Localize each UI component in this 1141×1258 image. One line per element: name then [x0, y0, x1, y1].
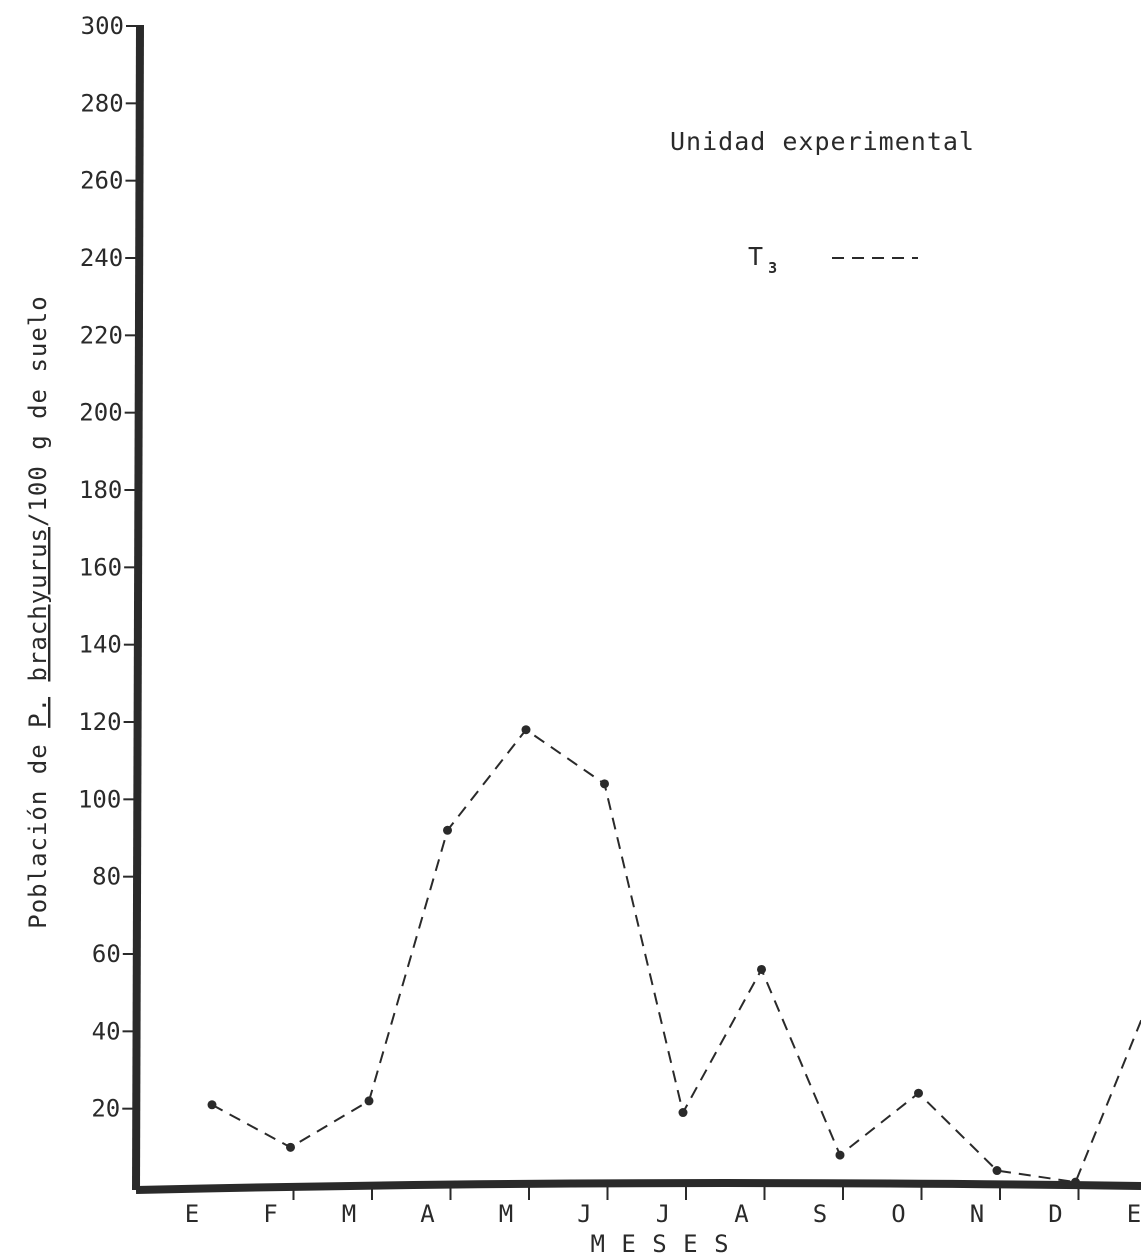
x-tick-label: S — [813, 1200, 827, 1228]
data-point — [1071, 1177, 1080, 1187]
y-tick-label: 40 — [92, 1017, 121, 1045]
y-tick-label: 220 — [80, 321, 123, 349]
y-tick-label: 60 — [92, 940, 121, 968]
legend-title: Unidad experimental — [670, 127, 975, 156]
data-point — [443, 825, 452, 835]
y-tick-label: 200 — [79, 399, 122, 427]
data-point — [914, 1088, 923, 1098]
y-axis-line — [132, 24, 144, 1191]
x-tick-label: M — [342, 1200, 356, 1228]
data-point — [207, 1100, 217, 1110]
y-tick-label: 140 — [79, 631, 122, 659]
y-tick-label: 260 — [80, 167, 123, 195]
y-tick-label: 240 — [80, 244, 123, 272]
data-point — [992, 1166, 1002, 1176]
x-tick-label: J — [656, 1200, 670, 1228]
data-point — [600, 779, 609, 789]
x-axis-line — [135, 1179, 1141, 1194]
x-tick-label: E — [185, 1200, 199, 1228]
x-tick-label: M — [499, 1200, 513, 1228]
y-tick-label: 100 — [78, 785, 121, 813]
data-point — [286, 1142, 295, 1152]
data-point — [757, 964, 766, 974]
y-axis-title: Población de P. brachyurus/100 g de suel… — [24, 295, 52, 928]
x-tick-label: O — [891, 1200, 905, 1228]
y-tick-label: 120 — [78, 708, 121, 736]
y-tick-label: 280 — [80, 89, 123, 117]
x-tick-label: A — [420, 1200, 435, 1228]
x-tick-label: D — [1048, 1200, 1062, 1228]
x-tick-label: J — [577, 1200, 591, 1228]
y-tick-label: 20 — [91, 1095, 120, 1123]
data-point — [835, 1150, 845, 1160]
y-tick-label: 80 — [92, 863, 121, 891]
x-tick-label: N — [970, 1200, 984, 1228]
data-point — [678, 1108, 688, 1118]
data-point — [521, 725, 531, 735]
data-point — [364, 1096, 374, 1106]
x-tick-label: F — [263, 1200, 277, 1228]
x-tick-label: A — [734, 1200, 749, 1228]
y-tick-label: 300 — [81, 12, 124, 40]
x-axis-title: M E S E S — [590, 1230, 729, 1258]
y-tick-label: 160 — [79, 553, 122, 581]
series-line-t3 — [211, 728, 1141, 1184]
x-tick-label: E — [1127, 1200, 1141, 1228]
species-name: brachyurus — [24, 527, 52, 682]
genus-name: P. — [24, 697, 52, 728]
y-tick-label: 180 — [79, 476, 122, 504]
